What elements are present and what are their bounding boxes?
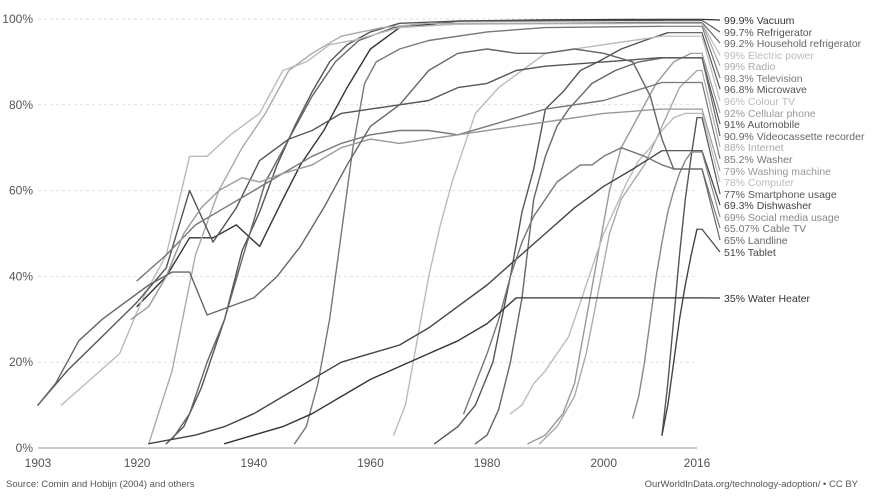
series-line-computer[interactable] — [509, 112, 686, 415]
series-label[interactable]: 96% Colour TV — [724, 96, 795, 108]
series-label[interactable]: 99.2% Household refrigerator — [724, 38, 862, 50]
series-label[interactable]: 99.9% Vacuum — [724, 15, 795, 27]
series-label[interactable]: 99.7% Refrigerator — [724, 27, 813, 39]
series-line-videocassette-recorder[interactable] — [474, 57, 663, 445]
series-line-water-heater[interactable] — [223, 297, 517, 445]
label-connector — [691, 151, 721, 218]
x-axis: 1903 1920 1940 1960 1980 2000 2016 — [25, 447, 711, 470]
x-tick-label: 1903 — [25, 456, 52, 470]
label-connector — [662, 35, 721, 102]
series-label[interactable]: 90.9% Videocassette recorder — [724, 131, 865, 143]
series-line-social-media-usage[interactable] — [632, 151, 692, 419]
series-line-automobile[interactable] — [37, 56, 663, 406]
series-line-cable-tv[interactable] — [463, 147, 675, 415]
series-line-washer[interactable] — [136, 81, 663, 282]
source-note: Source: Comin and Hobijn (2004) and othe… — [6, 479, 195, 490]
gridlines — [38, 18, 697, 449]
series-label[interactable]: 88% Internet — [724, 142, 784, 154]
series-label[interactable]: 78% Computer — [724, 177, 795, 189]
series-label[interactable]: 98.3% Television — [724, 73, 803, 85]
series-line-smartphone-usage[interactable] — [661, 117, 698, 436]
series-line-radio[interactable] — [148, 22, 663, 445]
series-line-microwave[interactable] — [433, 32, 669, 445]
series-label[interactable]: 91% Automobile — [724, 119, 800, 131]
label-connector — [662, 150, 721, 206]
x-tick-label: 1940 — [240, 456, 267, 470]
x-tick-label: 1980 — [474, 456, 501, 470]
series-line-dishwasher[interactable] — [148, 150, 663, 445]
series-line-tablet[interactable] — [661, 228, 698, 436]
series-label[interactable]: 69% Social media usage — [724, 212, 840, 224]
label-connector — [662, 108, 721, 172]
x-tick-label: 2016 — [684, 456, 711, 470]
label-connector — [697, 117, 721, 195]
credit-link[interactable]: OurWorldInData.org/technology-adoption/ … — [645, 479, 859, 490]
y-tick-label: 100% — [2, 12, 33, 26]
series-lines — [37, 18, 698, 445]
y-axis: 0% 20% 40% 60% 80% 100% — [2, 12, 33, 455]
series-label[interactable]: 65.07% Cable TV — [724, 223, 806, 235]
series-line-refrigerator[interactable] — [165, 19, 663, 445]
series-line-landline[interactable] — [37, 48, 675, 406]
x-tick-label: 1920 — [124, 456, 151, 470]
label-connector — [673, 168, 721, 241]
label-connector — [662, 22, 721, 56]
series-label[interactable]: 65% Landline — [724, 235, 788, 247]
series-label[interactable]: 51% Tablet — [724, 247, 776, 259]
series-line-internet[interactable] — [538, 69, 698, 445]
label-connector — [662, 21, 721, 44]
y-tick-label: 40% — [9, 269, 33, 283]
series-line-cellular-phone[interactable] — [527, 52, 692, 445]
series-label[interactable]: 77% Smartphone usage — [724, 189, 837, 201]
series-label[interactable]: 79% Washing machine — [724, 166, 831, 178]
label-connector — [691, 52, 721, 114]
series-label[interactable]: 69.3% Dishwasher — [724, 200, 812, 212]
series-line-colour-tv[interactable] — [393, 35, 663, 436]
label-connector — [697, 69, 721, 148]
label-connector — [685, 112, 721, 183]
label-connector — [662, 19, 721, 33]
y-tick-label: 0% — [16, 441, 34, 455]
label-connector — [697, 228, 721, 253]
series-label[interactable]: 85.2% Washer — [724, 154, 793, 166]
label-connector — [662, 57, 721, 137]
series-label[interactable]: 99% Radio — [724, 61, 776, 73]
label-connector — [667, 32, 721, 90]
series-label[interactable]: 99% Electric power — [724, 50, 814, 62]
series-line-vacuum[interactable] — [136, 18, 663, 308]
x-tick-label: 2000 — [590, 456, 617, 470]
y-tick-label: 80% — [9, 98, 33, 112]
series-line-electric-power[interactable] — [60, 22, 663, 406]
series-label[interactable]: 96.8% Microwave — [724, 84, 807, 96]
label-connector — [662, 18, 721, 21]
series-label[interactable]: 92% Cellular phone — [724, 108, 816, 120]
y-tick-label: 60% — [9, 184, 33, 198]
label-connector — [673, 168, 721, 229]
series-line-washing-machine[interactable] — [130, 108, 663, 320]
label-connector — [662, 25, 721, 79]
series-label[interactable]: 35% Water Heater — [724, 293, 810, 305]
y-tick-label: 20% — [9, 355, 33, 369]
x-tick-label: 1960 — [357, 456, 384, 470]
label-connector — [662, 22, 721, 67]
series-line-television[interactable] — [293, 25, 663, 445]
label-connector — [662, 81, 721, 160]
